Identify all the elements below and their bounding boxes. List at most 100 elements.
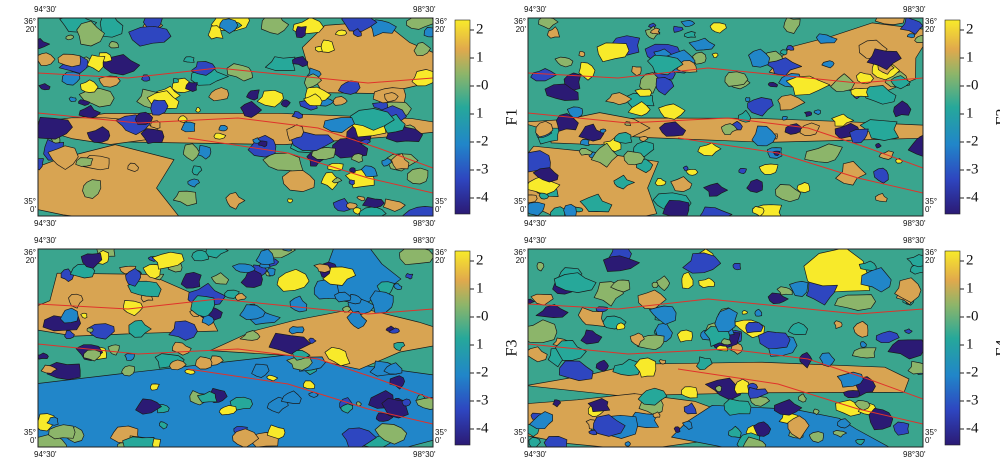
fault-line (38, 343, 433, 400)
contour-patch (843, 390, 861, 398)
contour-patch (322, 266, 356, 286)
contour-patch (745, 321, 764, 334)
lat-label: 20' (26, 256, 37, 265)
contour-patch (670, 176, 693, 192)
lat-label: 35° (925, 428, 937, 437)
contour-patch (40, 364, 58, 374)
lon-label: 98°30' (413, 450, 436, 459)
contour-patch (68, 96, 77, 103)
contour-patch (38, 38, 51, 50)
fault-line (38, 67, 433, 84)
contour-patch (854, 400, 871, 411)
contour-patch (535, 120, 554, 138)
contour-patch (362, 197, 385, 209)
colorbar (454, 250, 471, 446)
contour-patch (240, 270, 263, 288)
contour-patch (86, 126, 111, 143)
contour-patch (821, 60, 835, 69)
contour-patch (150, 99, 169, 116)
contour-patch (681, 271, 694, 290)
contour-patch (98, 75, 121, 88)
lat-label: 35° (925, 197, 937, 206)
contour-patch (906, 33, 916, 39)
lon-label: 94°30' (34, 219, 57, 228)
contour-patch (783, 18, 801, 34)
fault-line (528, 298, 923, 315)
contour-patch (714, 385, 722, 393)
fault-line (677, 137, 923, 194)
contour-patch (673, 25, 684, 33)
lat-label: 36° (24, 248, 36, 257)
contour-patch (246, 89, 260, 101)
lat-label: 36° (514, 17, 526, 26)
contour-patch (836, 371, 864, 388)
contour-patch (388, 327, 400, 334)
colorbar-tick-label: 2 (476, 21, 484, 37)
lat-label: 20' (435, 256, 446, 265)
contour-patch (544, 83, 579, 101)
lat-label: 35° (435, 197, 447, 206)
contour-patch (703, 182, 728, 197)
lat-label: 36° (24, 17, 36, 26)
lon-label: 98°30' (413, 236, 436, 245)
contour-patch (654, 178, 667, 187)
contour-patch (235, 292, 247, 301)
contour-patch (627, 101, 651, 117)
contour-patch (612, 358, 641, 376)
contour-patch (629, 332, 645, 347)
contour-patch (301, 20, 433, 94)
colorbar-tick-label: -3 (476, 392, 489, 408)
contour-patch (803, 249, 870, 294)
contour-patch (566, 106, 584, 118)
fault-line (528, 67, 923, 84)
contour-patch (266, 374, 279, 382)
map (38, 249, 433, 447)
contour-patch (796, 182, 811, 193)
contour-patch (720, 338, 732, 346)
contour-patch (361, 165, 378, 177)
contour-patch (381, 157, 392, 167)
contour-patch (264, 56, 296, 71)
contour-patch (734, 378, 750, 395)
lat-label: 0' (520, 205, 526, 214)
lat-label: 0' (30, 436, 36, 445)
fault-line (187, 137, 433, 194)
contour-patch (579, 193, 613, 213)
contour-patch (652, 411, 661, 419)
contour-patch (207, 25, 224, 40)
contour-patch (183, 56, 195, 63)
contour-patch (914, 34, 923, 43)
lon-label: 98°30' (413, 5, 436, 14)
contour-patch (108, 41, 119, 49)
contour-patch (78, 88, 115, 108)
contour-patch (599, 128, 607, 134)
contour-patch (334, 291, 352, 303)
contour-patch (685, 168, 699, 176)
contour-patch (860, 267, 892, 293)
contour-patch (303, 93, 323, 107)
contour-patch (595, 359, 609, 372)
lon-label: 98°30' (903, 5, 926, 14)
lat-label: 0' (435, 205, 441, 214)
map-frame (37, 248, 434, 448)
contour-patch (251, 363, 270, 378)
contour-patch (738, 167, 747, 175)
colorbar-tick-label: -4 (476, 420, 489, 436)
contour-patch (697, 142, 722, 157)
contour-patch (282, 170, 315, 192)
map-frame (37, 17, 434, 217)
contour-patch (677, 329, 693, 343)
contour-patch (355, 401, 362, 407)
contour-patch (323, 117, 355, 133)
contour-patch (613, 174, 635, 190)
lat-label: 20' (516, 25, 527, 34)
contour-patch (399, 249, 433, 266)
contour-patch (785, 75, 831, 96)
colorbar-tick-label: -4 (966, 189, 979, 205)
colorbar-tick-label: -0 (966, 77, 979, 93)
contour-patch (195, 356, 213, 370)
contour-patch (637, 387, 668, 406)
contour-patch (266, 267, 276, 277)
contour-patch (616, 322, 626, 331)
contour-patch (830, 73, 855, 92)
